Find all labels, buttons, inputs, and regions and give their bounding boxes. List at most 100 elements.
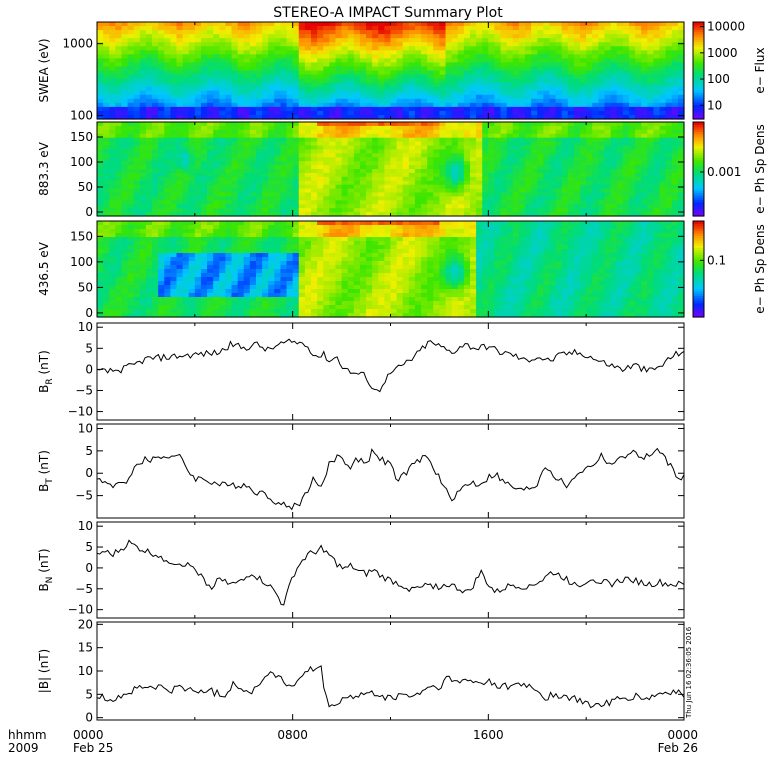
heatmap-cell <box>335 145 343 151</box>
heatmap-cell <box>170 86 178 92</box>
heatmap-cell <box>482 70 489 76</box>
heatmap-cell <box>463 200 471 205</box>
heatmap-cell <box>182 125 190 131</box>
heatmap-cell <box>262 157 269 162</box>
heatmap-cell <box>292 98 300 104</box>
heatmap-cell <box>635 141 642 147</box>
heatmap-cell <box>188 86 196 92</box>
heatmap-cell <box>219 26 226 31</box>
heatmap-cell <box>421 22 428 27</box>
heatmap-cell <box>512 98 520 104</box>
heatmap-cell <box>482 153 489 158</box>
heatmap-cell <box>182 106 190 112</box>
heatmap-cell <box>335 110 343 116</box>
heatmap-cell <box>378 137 385 143</box>
heatmap-cell <box>121 133 129 139</box>
heatmap-cell <box>598 161 606 166</box>
heatmap-cell <box>304 110 312 116</box>
heatmap-cell <box>610 204 618 209</box>
heatmap-cell <box>262 106 269 112</box>
heatmap-cell <box>635 66 642 72</box>
heatmap-cell <box>421 54 428 59</box>
heatmap-cell <box>292 145 300 151</box>
heatmap-cell <box>635 129 642 135</box>
heatmap-cell <box>262 169 269 174</box>
heatmap-cell <box>500 192 508 198</box>
heatmap-cell <box>439 42 447 47</box>
heatmap-cell <box>207 137 214 143</box>
heatmap-cell <box>298 200 306 205</box>
heatmap-cell <box>573 184 581 190</box>
heatmap-cell <box>225 86 233 92</box>
colorbar-segment <box>693 159 704 163</box>
heatmap-cell <box>231 114 239 120</box>
heatmap-cell <box>488 200 496 205</box>
heatmap-cell <box>366 169 373 174</box>
heatmap-cell <box>506 129 514 135</box>
heatmap-cell <box>427 58 434 64</box>
heatmap-cell <box>127 114 135 120</box>
heatmap-cell <box>622 34 630 39</box>
heatmap-cell <box>158 133 165 139</box>
heatmap-cell <box>402 106 410 112</box>
heatmap-cell <box>622 133 630 139</box>
heatmap-cell <box>139 225 147 230</box>
heatmap-cell <box>225 46 233 51</box>
heatmap-cell <box>549 74 557 80</box>
heatmap-cell <box>494 184 502 190</box>
heatmap-cell <box>561 82 569 88</box>
heatmap-cell <box>628 141 636 147</box>
heatmap-cell <box>531 82 538 88</box>
heatmap-cell <box>488 38 496 43</box>
heatmap-cell <box>427 70 434 76</box>
heatmap-cell <box>665 54 673 59</box>
heatmap-cell <box>408 180 416 186</box>
colorbar-segment <box>693 190 704 194</box>
heatmap-cell <box>482 58 489 64</box>
heatmap-cell <box>622 62 630 68</box>
heatmap-cell <box>604 46 612 51</box>
heatmap-cell <box>531 30 538 35</box>
heatmap-cell <box>323 26 330 31</box>
heatmap-cell <box>433 94 441 100</box>
heatmap-cell <box>610 50 618 55</box>
heatmap-cell <box>390 50 398 55</box>
heatmap-cell <box>525 176 532 182</box>
heatmap-cell <box>549 165 557 170</box>
heatmap-cell <box>512 176 520 182</box>
heatmap-cell <box>213 129 220 135</box>
heatmap-cell <box>622 153 630 158</box>
heatmap-cell <box>396 122 404 127</box>
heatmap-cell <box>133 74 141 80</box>
heatmap-cell <box>665 26 673 31</box>
heatmap-cell <box>249 184 257 190</box>
heatmap-cell <box>286 129 294 135</box>
heatmap-cell <box>182 161 190 166</box>
heatmap-cell <box>512 204 520 209</box>
heatmap-cell <box>158 153 165 158</box>
heatmap-cell <box>237 208 245 213</box>
heatmap-cell <box>152 90 159 96</box>
heatmap-cell <box>506 172 514 178</box>
heatmap-cell <box>152 22 159 27</box>
heatmap-cell <box>561 90 569 96</box>
heatmap-cell <box>182 114 190 120</box>
heatmap-cell <box>292 22 300 27</box>
heatmap-cell <box>469 42 477 47</box>
heatmap-cell <box>573 82 581 88</box>
heatmap-cell <box>390 34 398 39</box>
heatmap-cell <box>292 188 300 194</box>
heatmap-cell <box>561 26 569 31</box>
heatmap-cell <box>396 133 404 139</box>
heatmap-cell <box>97 62 104 68</box>
heatmap-cell <box>506 184 514 190</box>
heatmap-cell <box>304 74 312 80</box>
heatmap-cell <box>213 208 220 213</box>
heatmap-cell <box>384 114 392 120</box>
heatmap-cell <box>170 172 178 178</box>
heatmap-cell <box>304 70 312 76</box>
heatmap-cell <box>353 30 361 35</box>
heatmap-cell <box>219 133 226 139</box>
heatmap-cell <box>158 273 165 278</box>
heatmap-cell <box>457 141 465 147</box>
